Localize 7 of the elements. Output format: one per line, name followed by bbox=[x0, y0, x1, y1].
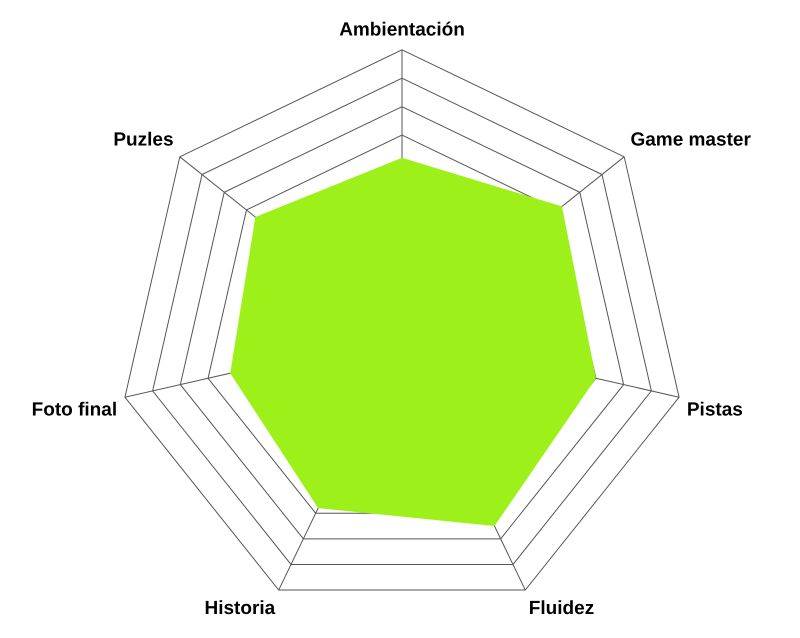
spoke-label: Foto final bbox=[32, 400, 118, 421]
spoke-label: Puzles bbox=[113, 130, 174, 151]
spoke-label: Historia bbox=[204, 598, 276, 619]
spoke-label: Ambientación bbox=[339, 20, 465, 41]
spoke-label: Pistas bbox=[686, 400, 743, 421]
spoke-label: Game master bbox=[630, 130, 752, 151]
spoke-label: Fluidez bbox=[528, 598, 594, 619]
